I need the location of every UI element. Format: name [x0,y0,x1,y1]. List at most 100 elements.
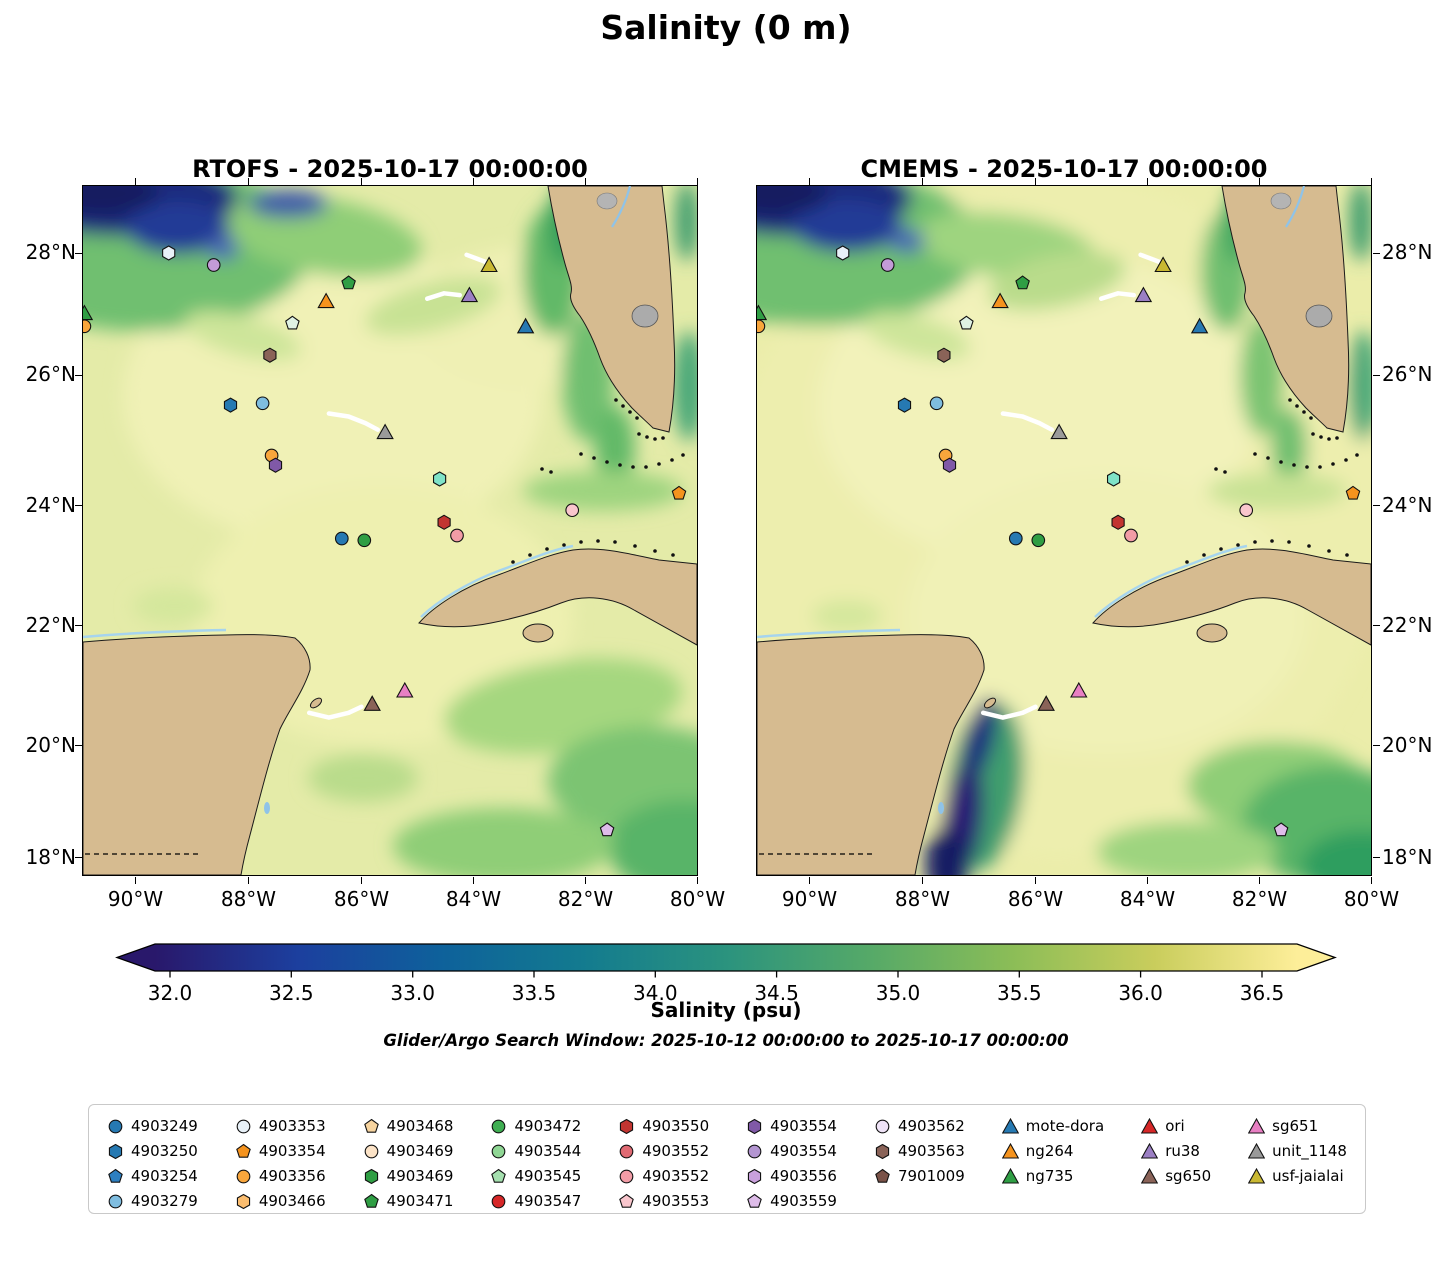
triangle-marker-icon [1141,1117,1159,1134]
map-cmems [652,160,1422,902]
lon-tick [584,177,587,185]
circle-marker-icon [492,1194,506,1208]
legend-item-ru38: ru38 [1141,1140,1211,1162]
marker-float [285,315,300,330]
marker-float [263,347,277,363]
triangle-marker-icon [1248,1167,1266,1184]
marker-float [268,457,283,473]
legend-item-4903556: 4903556 [746,1165,837,1187]
colorbar-tick-label: 33.5 [512,981,557,1005]
colorbar-extend-min [117,944,155,971]
glider-track-ru38 [424,291,463,301]
lat-tick-label: 18°N [25,844,76,869]
legend-label: unit_1148 [1272,1142,1347,1160]
shallow-water-fringe [82,628,227,639]
marker-float [1031,533,1046,548]
triangle-marker-icon [1141,1167,1159,1184]
marker-mote-dora [516,317,535,334]
panel-title-cmems: CMEMS - 2025-10-17 00:00:00 [860,155,1268,183]
legend-label: 4903554 [770,1117,837,1135]
circle-marker-icon [236,1119,251,1133]
lon-tick [1146,177,1149,185]
land [756,185,1372,876]
legend-label: sg651 [1272,1117,1319,1135]
lon-tick [134,877,137,884]
search-window-note: Glider/Argo Search Window: 2025-10-12 00… [383,1031,1069,1050]
legend-item-usf-jaialai: usf-jaialai [1248,1165,1347,1187]
legend-column: 4903353 4903354 4903356 4903466 [235,1115,326,1212]
lat-tick [1373,504,1380,507]
marker-float [1111,514,1125,530]
legend-item-4903552: 4903552 [618,1165,709,1187]
glider-track-sg650 [306,704,364,720]
lon-tick [1258,877,1261,884]
marker-float [599,822,615,837]
lake [1305,304,1333,328]
legend-label: sg650 [1165,1167,1212,1185]
lake [631,304,659,328]
legend-item-4903249: 4903249 [107,1115,198,1137]
marker-float [565,503,580,518]
glider-track-unit_1148 [326,411,381,432]
pentagon-marker-icon [363,1193,379,1208]
legend-label: 4903254 [131,1167,198,1185]
map-rtofs [0,160,758,896]
circle-marker-icon [875,1119,890,1133]
lon-tick-label: 88°W [894,886,951,911]
lat-tick-label: 26°N [25,362,76,387]
legend-label: ru38 [1165,1142,1200,1160]
colorbar-tick-label: 32.5 [269,981,314,1005]
legend-label: 4903354 [258,1142,326,1160]
marker-float [836,245,850,261]
legend-item-4903553: 4903553 [618,1190,709,1212]
lon-tick-label: 86°W [1007,886,1064,911]
legend-item-4903466: 4903466 [235,1190,326,1212]
lon-tick [360,177,363,185]
triangle-marker-icon [1001,1167,1019,1184]
marker-float [1124,528,1138,543]
lat-tick [1373,856,1380,859]
legend-item-sg651: sg651 [1248,1115,1347,1137]
legend-label: 4903469 [386,1142,454,1160]
legend-column: sg651 unit_1148 usf-jaialai [1248,1115,1347,1187]
marker-float [1008,531,1023,546]
marker-float [1273,822,1289,837]
legend-item-4903468: 4903468 [363,1115,453,1137]
hexagon-marker-icon [364,1168,378,1184]
legend-label: 4903550 [642,1117,710,1135]
keys-specks [511,398,685,564]
marker-float [450,528,464,543]
legend-column: 4903249 4903250 4903254 4903279 [107,1115,198,1212]
triangle-marker-icon [1248,1142,1266,1159]
lon-tick [1034,877,1037,884]
marker-sg651 [396,681,414,698]
marker-unit_1148 [376,423,394,440]
legend-item-4903550: 4903550 [618,1115,709,1137]
cuba-landmass [418,548,698,646]
lon-tick-label: 90°W [107,886,164,911]
colorbar-tick-label: 34.5 [754,981,799,1005]
triangle-marker-icon [1001,1142,1019,1159]
legend-item-4903544: 4903544 [490,1140,581,1162]
marker-ru38 [1134,286,1153,303]
marker-float [937,347,951,363]
marker-sg650 [363,695,381,711]
lat-tick [1373,374,1380,377]
legend-label: 4903353 [258,1117,326,1135]
legend-label: 4903469 [386,1167,454,1185]
glider-track-sg650 [980,704,1038,720]
keys-specks [1185,398,1359,564]
legend-item-4903554: 4903554 [746,1115,837,1137]
map-panel-rtofs [0,160,758,896]
shallow-water-fringe [756,628,901,639]
lon-tick [360,877,363,884]
hexagon-marker-icon [108,1143,123,1159]
shallow-water-fringe [1094,544,1248,618]
lat-tick-label: 18°N [1382,844,1433,869]
legend-label: ori [1165,1117,1185,1135]
legend-item-4903469: 4903469 [363,1165,454,1187]
circle-marker-icon [108,1119,123,1133]
glider-track-usf-jaialai [464,252,488,265]
legend-label: 4903552 [642,1142,710,1160]
lat-tick-label: 28°N [25,240,76,265]
